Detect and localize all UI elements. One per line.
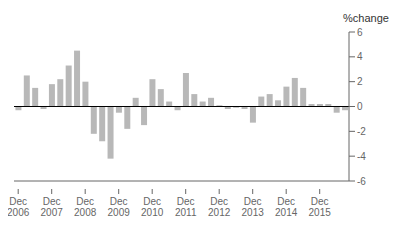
svg-text:%change: %change xyxy=(343,12,389,24)
svg-text:Dec2015: Dec2015 xyxy=(309,196,332,218)
svg-text:Dec2010: Dec2010 xyxy=(141,196,164,218)
svg-text:Dec2006: Dec2006 xyxy=(8,196,30,218)
svg-text:2: 2 xyxy=(357,76,363,87)
svg-text:6: 6 xyxy=(357,27,363,38)
svg-text:Dec2012: Dec2012 xyxy=(208,196,231,218)
svg-text:Dec2007: Dec2007 xyxy=(41,196,64,218)
svg-text:-6: -6 xyxy=(357,176,366,187)
svg-text:Dec2008: Dec2008 xyxy=(74,196,97,218)
svg-text:0: 0 xyxy=(357,101,363,112)
svg-text:Dec2011: Dec2011 xyxy=(175,196,197,218)
svg-text:Dec2009: Dec2009 xyxy=(108,196,131,218)
svg-text:Dec2013: Dec2013 xyxy=(242,196,265,218)
svg-text:4: 4 xyxy=(357,51,363,62)
svg-text:-4: -4 xyxy=(357,151,366,162)
svg-text:-2: -2 xyxy=(357,126,366,137)
svg-text:Dec2014: Dec2014 xyxy=(275,196,298,218)
